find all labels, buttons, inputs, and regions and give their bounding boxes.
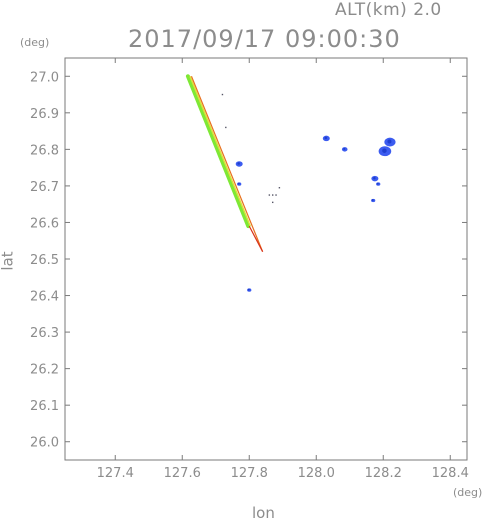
y-tick-label: 26.4 — [30, 290, 59, 305]
swath-yellow-edge — [189, 75, 251, 227]
swath-red-tail — [248, 225, 264, 252]
x-tick-label: 128.2 — [365, 466, 402, 481]
echo-blob-core — [387, 139, 392, 144]
echo-blob-core — [373, 176, 376, 180]
echo-speck — [275, 194, 277, 196]
echo-speck — [272, 201, 274, 204]
chart-marks — [185, 74, 396, 292]
y-tick-label: 27.0 — [30, 70, 59, 85]
echo-blob-core — [376, 182, 379, 185]
x-tick-label: 128.0 — [298, 466, 335, 481]
echo-speck — [278, 187, 281, 189]
echo-blob-core — [343, 147, 346, 150]
echo-blob-core — [247, 288, 250, 291]
swath-orange-edge — [190, 76, 264, 252]
altitude-label: ALT(km) 2.0 — [335, 0, 442, 20]
x-axis-unit: (deg) — [453, 486, 483, 499]
y-tick-label: 26.9 — [30, 107, 59, 122]
y-axis-unit: (deg) — [20, 36, 50, 49]
echo-blob-core — [371, 199, 374, 202]
chart-axes: 127.4 127.6 127.8 128.0 128.2 128.4 27.0 26.9 26… — [30, 57, 469, 481]
echo-blob-core — [237, 182, 240, 185]
echo-blob-core — [324, 136, 328, 140]
y-tick-label: 26.1 — [30, 399, 59, 414]
y-tick-label: 26.2 — [30, 363, 59, 378]
echo-speck — [225, 126, 227, 129]
x-axis-label: lon — [252, 504, 275, 522]
plot-frame — [64, 57, 468, 461]
echo-speck — [272, 194, 274, 196]
x-tick-label: 127.8 — [231, 466, 268, 481]
y-tick-label: 26.6 — [30, 216, 59, 231]
echo-blob-core — [237, 162, 240, 165]
x-tick-label: 128.4 — [432, 466, 469, 481]
swath-green-band — [185, 74, 251, 229]
x-tick-label: 127.4 — [97, 466, 134, 481]
y-tick-label: 26.3 — [30, 326, 59, 341]
x-tick-label: 127.6 — [164, 466, 201, 481]
y-tick-label: 26.5 — [30, 253, 59, 268]
chart-title-timestamp: 2017/09/17 09:00:30 — [128, 25, 401, 53]
echo-speck — [268, 194, 271, 196]
y-tick-label: 26.8 — [30, 143, 59, 158]
y-tick-label: 26.7 — [30, 180, 59, 195]
echo-speck — [221, 93, 224, 96]
echo-blob-core — [382, 148, 387, 153]
y-tick-label: 26.0 — [30, 436, 59, 451]
